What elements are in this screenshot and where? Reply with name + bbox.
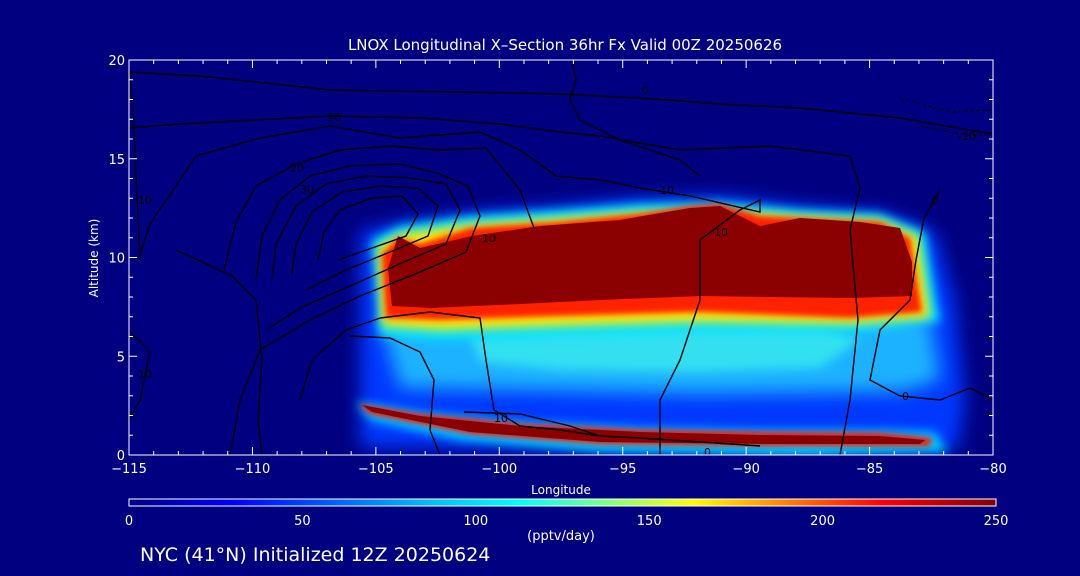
colorbar-tick-label: 150 (637, 514, 662, 529)
x-axis: −115 −110 −105 −100 −95 −90 −85 −80 (111, 60, 1007, 477)
y-axis-label: Altitude (km) (87, 219, 101, 298)
x-tick-label: −85 (856, 462, 883, 477)
x-tick-label: −110 (235, 462, 271, 477)
contour-label: 10 (138, 194, 152, 207)
contour-line (129, 69, 141, 261)
contour-label: 0 (902, 390, 909, 403)
contour-label: 10 (482, 232, 496, 245)
contour-line (349, 335, 441, 455)
heatmap-mid-core (470, 324, 860, 372)
contour-label: 0 (642, 84, 649, 97)
contour-label: 10 (327, 111, 341, 124)
contour-line (299, 311, 601, 437)
contour-line (129, 329, 151, 421)
heatmap-field (356, 196, 965, 455)
contour-line (229, 163, 481, 455)
contour-label: 10 (138, 368, 152, 381)
contour-line (175, 249, 263, 455)
heatmap-surface-max (362, 405, 925, 444)
contour-line (265, 175, 461, 331)
contour-line (899, 97, 993, 113)
contour-line (291, 185, 439, 291)
x-tick-label: −95 (609, 462, 636, 477)
x-axis-label: Longitude (531, 483, 591, 497)
contour-line (463, 411, 761, 447)
chart-title: LNOX Longitudinal X–Section 36hr Fx Vali… (348, 36, 782, 54)
x-tick-label: −90 (732, 462, 759, 477)
y-tick-label: 15 (108, 153, 125, 168)
y-tick-label: 10 (108, 252, 125, 267)
contour-line (919, 125, 993, 137)
x-tick-label: −80 (979, 462, 1006, 477)
colorbar-tick-label: 250 (984, 514, 1009, 529)
contour-label: -10 (958, 130, 976, 143)
y-axis: 0 5 10 15 20 (108, 54, 993, 464)
contour-label: 10 (714, 226, 728, 239)
colorbar-tick-label: 200 (810, 514, 835, 529)
colorbar-label: (pptv/day) (527, 529, 595, 544)
contour-label: 0 (704, 446, 711, 459)
colorbar-tick-label: 50 (294, 514, 311, 529)
x-tick-label: −100 (481, 462, 517, 477)
contour-line (317, 195, 419, 261)
x-tick-label: −115 (111, 462, 147, 477)
contour-line (869, 189, 993, 401)
colorbar-tick-label: 100 (463, 514, 488, 529)
contour-line (569, 60, 701, 177)
contour-label: 20 (290, 162, 304, 175)
y-tick-label: 5 (117, 350, 125, 365)
contour-line (129, 71, 993, 135)
y-tick-label: 20 (108, 54, 125, 69)
run-info-label: NYC (41°N) Initialized 12Z 20250624 (140, 544, 490, 566)
heatmap-upper-core (388, 206, 912, 308)
contour-line (129, 115, 861, 455)
contour-label: 30 (300, 183, 314, 196)
colorbar-tick-label: 0 (125, 514, 133, 529)
contour-label: 10 (494, 412, 508, 425)
x-tick-label: −105 (358, 462, 394, 477)
contour-label: 0 (932, 194, 939, 207)
contour-label: 10 (660, 184, 674, 197)
y-tick-label: 0 (117, 449, 125, 464)
contour-line (139, 125, 761, 455)
colorbar (128, 498, 997, 507)
contours: 0 10 20 30 10 10 10 0 10 10 0 0 -10 10 (129, 60, 993, 459)
colorbar-ticks: 0 50 100 150 200 250 (125, 514, 1009, 529)
contour-line (223, 145, 535, 271)
